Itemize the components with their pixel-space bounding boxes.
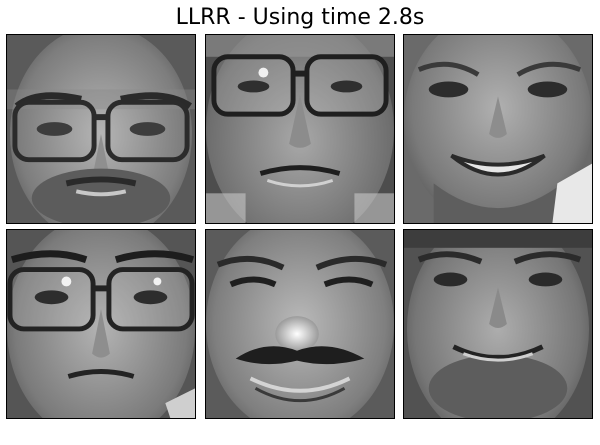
- face-panel-5: [205, 229, 395, 419]
- face-image-1: [7, 35, 195, 223]
- face-panel-2: [205, 34, 395, 224]
- face-panel-4: [6, 229, 196, 419]
- face-image-5: [206, 230, 394, 418]
- face-image-3: [404, 35, 592, 223]
- face-image-2: [206, 35, 394, 223]
- figure-title: LLRR - Using time 2.8s: [175, 5, 425, 30]
- face-panel-1: [6, 34, 196, 224]
- face-image-6: [404, 230, 592, 418]
- face-panel-3: [403, 34, 593, 224]
- face-panel-6: [403, 229, 593, 419]
- face-image-4: [7, 230, 195, 418]
- face-grid: [6, 34, 596, 422]
